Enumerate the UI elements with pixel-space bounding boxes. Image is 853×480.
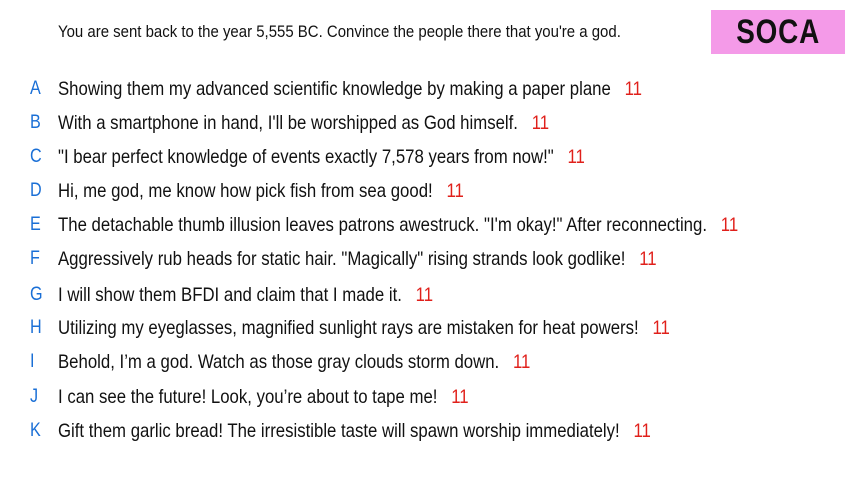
entry-text: Showing them my advanced scientific know… — [58, 78, 611, 100]
entry-letter: D — [30, 180, 42, 201]
entry-b: B With a smartphone in hand, I'll be wor… — [0, 108, 853, 138]
entry-text: "I bear perfect knowledge of events exac… — [58, 146, 554, 168]
entry-letter: G — [30, 284, 43, 305]
entry-text: Utilizing my eyeglasses, magnified sunli… — [58, 317, 639, 339]
entry-f: F Aggressively rub heads for static hair… — [0, 244, 853, 274]
entry-letter: H — [30, 317, 42, 338]
entry-text: Aggressively rub heads for static hair. … — [58, 248, 626, 270]
entry-score: 11 — [531, 112, 550, 134]
entry-text: I can see the future! Look, you’re about… — [58, 386, 438, 408]
entry-text: The detachable thumb illusion leaves pat… — [58, 214, 707, 236]
entry-h: H Utilizing my eyeglasses, magnified sun… — [0, 313, 853, 343]
entry-letter: C — [30, 146, 42, 167]
entry-letter: B — [30, 112, 41, 133]
entry-score: 11 — [415, 284, 434, 306]
entry-score: 11 — [512, 351, 531, 373]
entry-score: 11 — [446, 180, 464, 202]
entry-letter: K — [30, 420, 41, 441]
entry-d: D Hi, me god, me know how pick fish from… — [0, 176, 853, 206]
entry-text: With a smartphone in hand, I'll be worsh… — [58, 112, 518, 134]
entry-score: 11 — [720, 214, 739, 236]
contestant-tag: SOCA — [711, 10, 845, 54]
entry-score: 11 — [567, 146, 585, 168]
entry-letter: F — [30, 248, 40, 269]
entry-e: E The detachable thumb illusion leaves p… — [0, 210, 853, 240]
entry-letter: E — [30, 214, 41, 235]
entry-score: 11 — [624, 78, 642, 100]
contestant-tag-label: SOCA — [736, 12, 820, 51]
entry-score: 11 — [633, 420, 651, 442]
prompt-text: You are sent back to the year 5,555 BC. … — [58, 22, 621, 41]
entry-letter: J — [30, 386, 39, 407]
entry-a: A Showing them my advanced scientific kn… — [0, 74, 853, 104]
entry-i: I Behold, I’m a god. Watch as those gray… — [0, 347, 853, 377]
entry-text: Hi, me god, me know how pick fish from s… — [58, 180, 433, 202]
entry-c: C "I bear perfect knowledge of events ex… — [0, 142, 853, 172]
entry-letter: A — [30, 78, 41, 99]
entry-score: 11 — [652, 317, 670, 339]
entry-score: 11 — [451, 386, 469, 408]
entry-text: Gift them garlic bread! The irresistible… — [58, 420, 620, 442]
entry-letter: I — [30, 351, 35, 372]
entry-text: I will show them BFDI and claim that I m… — [58, 284, 402, 306]
entry-k: K Gift them garlic bread! The irresistib… — [0, 416, 853, 446]
entry-g: G I will show them BFDI and claim that I… — [0, 280, 853, 310]
entry-score: 11 — [639, 248, 657, 270]
entry-text: Behold, I’m a god. Watch as those gray c… — [58, 351, 500, 373]
entry-j: J I can see the future! Look, you’re abo… — [0, 382, 853, 412]
